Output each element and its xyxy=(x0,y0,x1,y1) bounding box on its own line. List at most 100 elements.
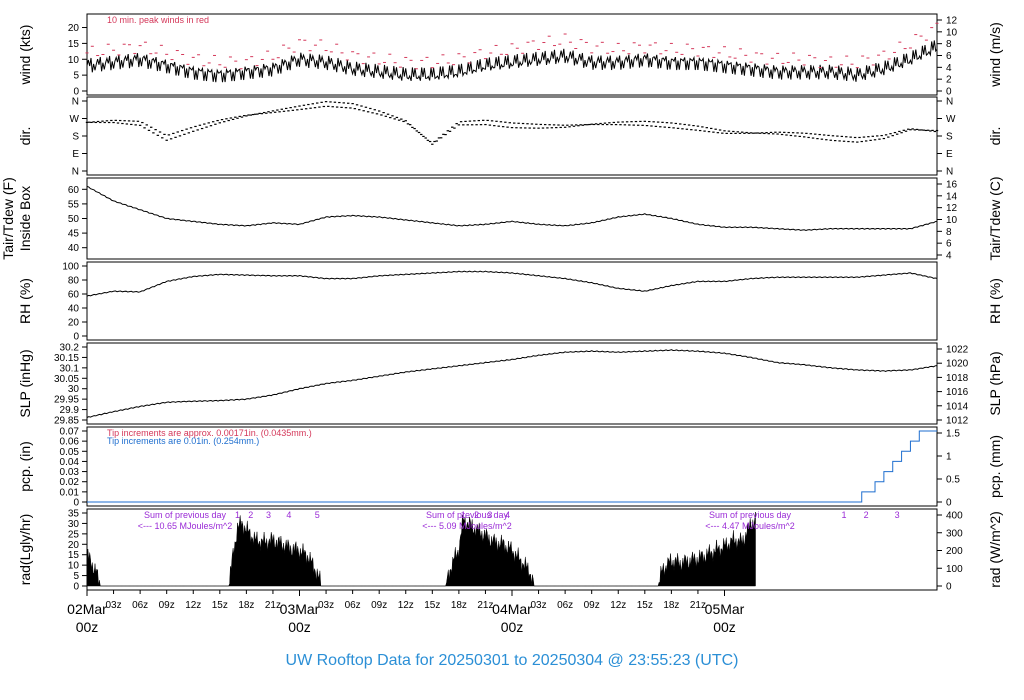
date-hour-label: 00z xyxy=(501,619,524,635)
panels: wind (kts) wind (m/s)0510152002468101210 … xyxy=(0,13,1003,593)
y-tick-label: 5 xyxy=(73,71,79,82)
x-tick-label: 15z xyxy=(637,600,653,611)
y-tick-label-right: 1.5 xyxy=(946,429,960,440)
date-hour-label: 00z xyxy=(713,619,736,635)
hour-marker: 1 xyxy=(461,510,466,520)
annotation: Tip increments are 0.01in. (0.254mm.) xyxy=(107,436,259,446)
y-tick-label-right: 0 xyxy=(946,498,952,509)
y-axis-label: Inside Box xyxy=(17,186,33,251)
y-tick-label-right: 2 xyxy=(946,75,952,86)
y-tick-label-right: 6 xyxy=(946,239,952,250)
x-tick-label: 06z xyxy=(132,600,148,611)
y-axis-label-right: Tair/Tdew (C) xyxy=(987,176,1003,260)
hour-marker: 1 xyxy=(235,510,240,520)
y-tick-label: 0.06 xyxy=(60,437,80,448)
y-tick-label: W xyxy=(70,114,80,125)
y-tick-label-right: 8 xyxy=(946,39,952,50)
y-tick-label: 0.01 xyxy=(60,487,80,498)
y-tick-label-right: 1 xyxy=(946,452,952,463)
hour-marker: 2 xyxy=(248,510,253,520)
x-tick-label: 15z xyxy=(424,600,440,611)
panel-frame xyxy=(86,261,938,341)
day-sum-label: Sum of previous day xyxy=(426,510,509,520)
panel-3: Tair/Tdew (F) Inside Box Tair/Tdew (C)4045… xyxy=(0,176,1003,261)
series-line xyxy=(86,270,938,297)
hour-marker: 3 xyxy=(266,510,271,520)
annotation: 10 min. peak winds in red xyxy=(107,15,209,25)
y-tick-label-right: 6 xyxy=(946,51,952,62)
x-tick-label: 18z xyxy=(663,600,679,611)
x-tick-label: 21z xyxy=(265,600,281,611)
hour-marker: 3 xyxy=(895,510,900,520)
y-tick-label: 0 xyxy=(73,332,79,343)
y-tick-label-right: N xyxy=(946,97,953,108)
y-tick-label-right: S xyxy=(946,132,953,143)
hour-marker: 4 xyxy=(505,510,510,520)
y-tick-label-right: 0 xyxy=(946,582,952,593)
y-axis-label-right: wind (m/s) xyxy=(987,22,1003,88)
x-tick-label: 06z xyxy=(557,600,573,611)
rain-line xyxy=(87,430,937,503)
x-tick-label: 09z xyxy=(159,600,175,611)
day-sum-value: <--- 5.09 MJoules/m^2 xyxy=(422,521,512,531)
hour-marker: 1 xyxy=(842,510,847,520)
y-tick-label: 0 xyxy=(73,87,79,98)
y-tick-label: 50 xyxy=(68,214,80,225)
y-tick-label: 0.07 xyxy=(60,427,80,438)
panel-frame xyxy=(86,96,938,176)
y-tick-label: 55 xyxy=(68,199,80,210)
y-tick-label: 15 xyxy=(68,39,80,50)
y-tick-label: 25 xyxy=(68,529,80,540)
y-tick-label-right: 10 xyxy=(946,215,958,226)
hour-marker: 4 xyxy=(286,510,291,520)
day-sum-label: Sum of previous day xyxy=(709,510,792,520)
radiation-area xyxy=(86,511,756,587)
y-tick-label: 30.2 xyxy=(60,343,80,354)
y-tick-label: 100 xyxy=(62,262,79,273)
panel-frame xyxy=(86,342,938,425)
y-tick-label: 40 xyxy=(68,304,80,315)
series-line xyxy=(86,185,938,232)
panel-4: RH (%) RH (%) 0 20 40 60 80 100 xyxy=(17,261,1003,343)
y-axis-label-right: RH (%) xyxy=(987,278,1003,324)
y-tick-label: 20 xyxy=(68,23,80,34)
y-tick-label-right: 0.5 xyxy=(946,475,960,486)
y-tick-label-right: 14 xyxy=(946,191,958,202)
y-tick-label: S xyxy=(72,132,79,143)
y-tick-label-right: 10 xyxy=(946,27,958,38)
x-tick-label: 09z xyxy=(584,600,600,611)
y-tick-label: 5 xyxy=(73,571,79,582)
y-tick-label: 15 xyxy=(68,550,80,561)
y-tick-label: E xyxy=(72,149,79,160)
panel-1: wind (kts) wind (m/s)0510152002468101210 … xyxy=(17,13,1003,98)
hour-marker: 2 xyxy=(474,510,479,520)
y-axis-label-right: pcp. (mm) xyxy=(987,435,1003,498)
day-sum-label: Sum of previous day xyxy=(144,510,227,520)
x-tick-label: 21z xyxy=(477,600,493,611)
y-tick-label-right: N xyxy=(946,167,953,178)
y-tick-label: 0 xyxy=(73,498,79,509)
x-tick-label: 18z xyxy=(238,600,254,611)
y-axis-label-right: rad (W/m^2) xyxy=(987,511,1003,588)
y-tick-label-right: 4 xyxy=(946,63,952,74)
panel-frame xyxy=(86,13,938,96)
day-sum-value: <--- 10.65 MJoules/m^2 xyxy=(138,521,233,531)
y-tick-label: 29.95 xyxy=(54,395,79,406)
x-tick-label: 03z xyxy=(531,600,547,611)
y-tick-label-right: 1022 xyxy=(946,345,969,356)
y-tick-label-right: 400 xyxy=(946,511,963,522)
x-tick-label: 12z xyxy=(398,600,414,611)
y-tick-label-right: 16 xyxy=(946,180,958,191)
y-tick-label: 60 xyxy=(68,185,80,196)
y-tick-label-right: 8 xyxy=(946,227,952,238)
y-tick-label-right: 1014 xyxy=(946,401,969,412)
y-tick-label-right: 12 xyxy=(946,16,958,27)
y-tick-label: N xyxy=(72,167,79,178)
date-label: 03Mar xyxy=(280,601,320,617)
hour-marker: 5 xyxy=(315,510,320,520)
chart-title: UW Rooftop Data for 20250301 to 20250304… xyxy=(286,652,739,669)
y-tick-label: 0.05 xyxy=(60,447,80,458)
panel-frame xyxy=(86,426,938,507)
y-tick-label-right: 12 xyxy=(946,203,958,214)
